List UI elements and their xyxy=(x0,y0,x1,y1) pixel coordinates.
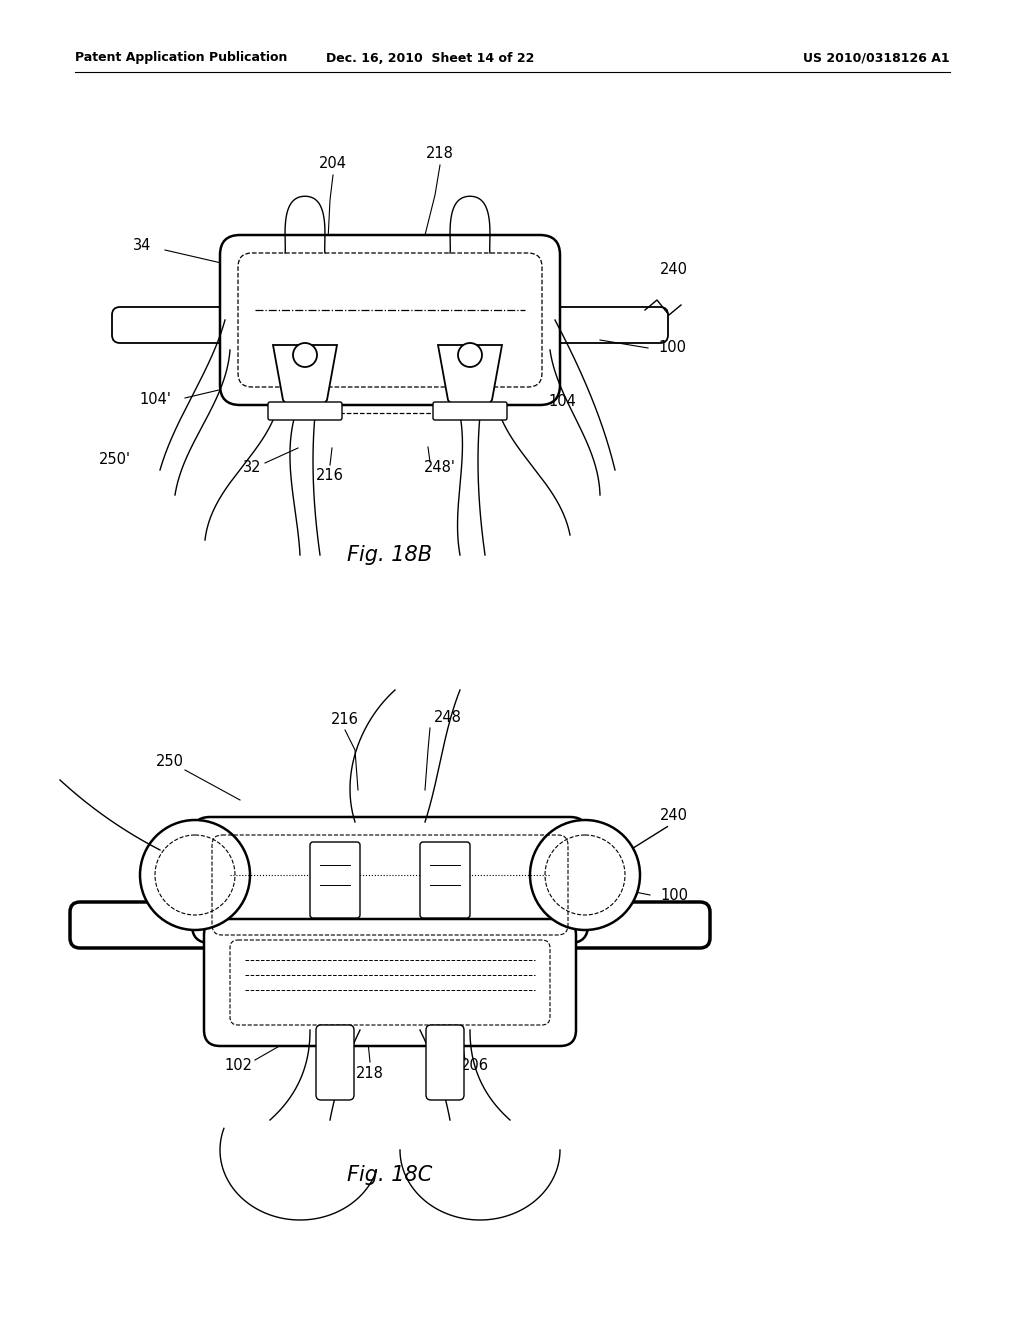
Text: 240: 240 xyxy=(660,263,688,277)
FancyBboxPatch shape xyxy=(70,902,710,948)
Circle shape xyxy=(140,820,250,931)
Text: 204: 204 xyxy=(319,156,347,170)
FancyBboxPatch shape xyxy=(220,235,560,405)
Polygon shape xyxy=(438,345,502,411)
Text: 218: 218 xyxy=(426,145,454,161)
FancyBboxPatch shape xyxy=(268,403,342,420)
Text: Patent Application Publication: Patent Application Publication xyxy=(75,51,288,65)
Text: 240: 240 xyxy=(660,808,688,822)
Text: 250': 250' xyxy=(99,453,131,467)
Text: 218: 218 xyxy=(356,1065,384,1081)
Text: 102: 102 xyxy=(224,1059,252,1073)
Text: 104: 104 xyxy=(548,395,575,409)
Text: Fig. 18C: Fig. 18C xyxy=(347,1166,433,1185)
FancyBboxPatch shape xyxy=(426,1026,464,1100)
Text: US 2010/0318126 A1: US 2010/0318126 A1 xyxy=(804,51,950,65)
FancyBboxPatch shape xyxy=(316,1026,354,1100)
FancyBboxPatch shape xyxy=(204,919,575,1045)
Text: 216: 216 xyxy=(331,711,359,726)
Text: 206: 206 xyxy=(461,1059,489,1073)
Circle shape xyxy=(458,343,482,367)
FancyBboxPatch shape xyxy=(112,308,668,343)
FancyBboxPatch shape xyxy=(310,842,360,917)
Text: 248: 248 xyxy=(434,710,462,726)
Text: Fig. 18B: Fig. 18B xyxy=(347,545,432,565)
Text: 104': 104' xyxy=(139,392,171,408)
Text: 248': 248' xyxy=(424,461,456,475)
FancyBboxPatch shape xyxy=(433,403,507,420)
Circle shape xyxy=(293,343,317,367)
Polygon shape xyxy=(273,345,337,411)
Text: 34: 34 xyxy=(133,239,152,253)
FancyBboxPatch shape xyxy=(420,842,470,917)
FancyBboxPatch shape xyxy=(193,817,588,942)
Text: 216: 216 xyxy=(316,467,344,483)
Text: 100: 100 xyxy=(660,887,688,903)
Text: 250: 250 xyxy=(156,755,184,770)
Circle shape xyxy=(530,820,640,931)
Text: Dec. 16, 2010  Sheet 14 of 22: Dec. 16, 2010 Sheet 14 of 22 xyxy=(326,51,535,65)
Text: 32: 32 xyxy=(243,461,261,475)
Text: 100: 100 xyxy=(658,341,686,355)
